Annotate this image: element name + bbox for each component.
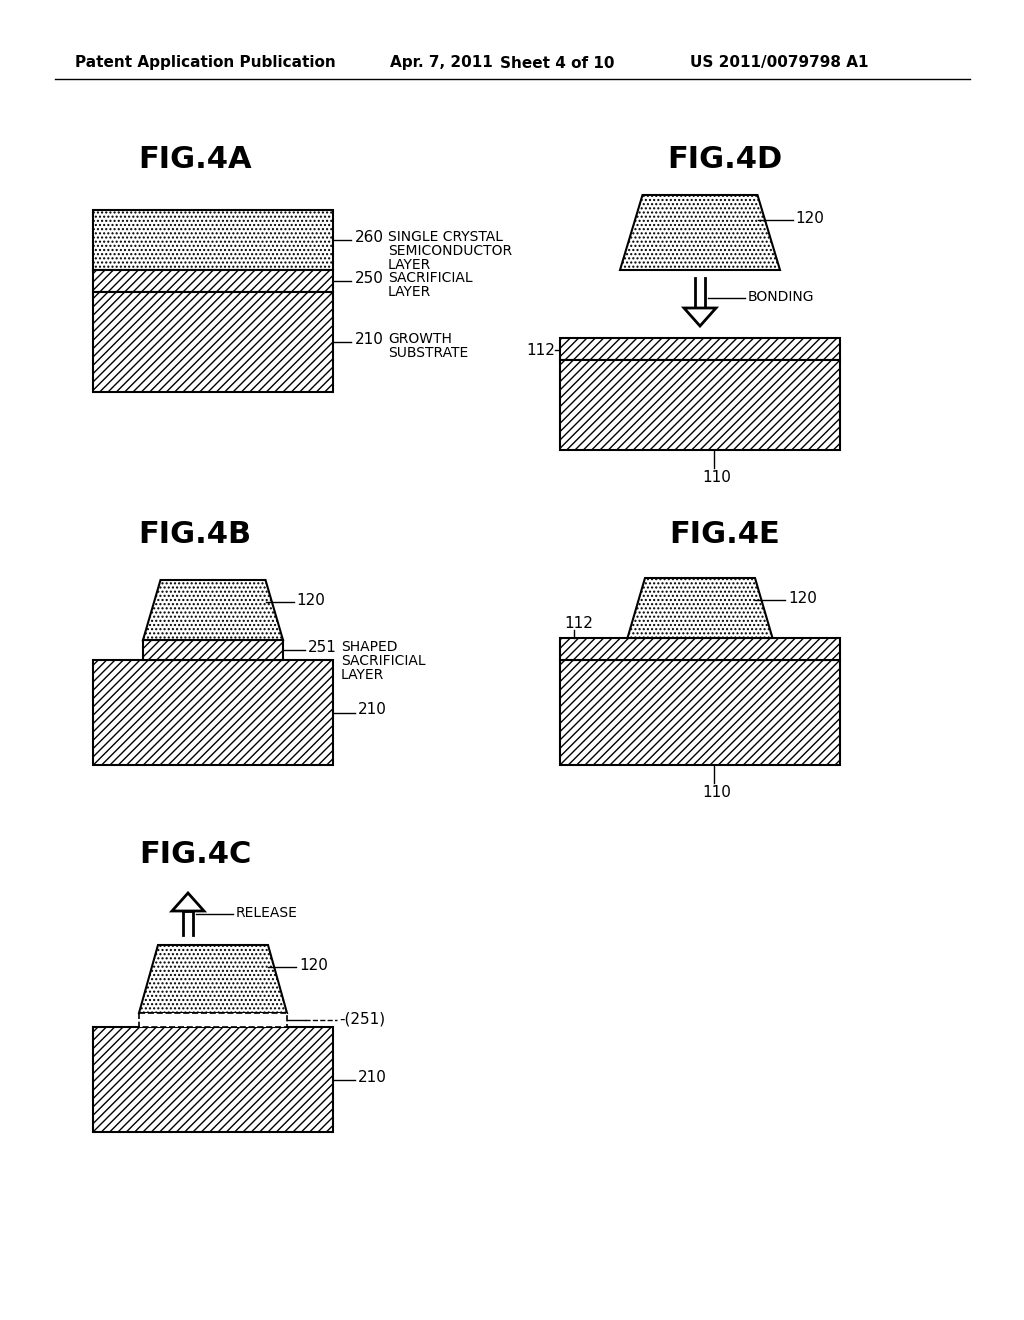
Text: 251: 251 (308, 640, 337, 655)
Text: 210: 210 (355, 333, 384, 347)
Text: 120: 120 (299, 958, 328, 973)
Polygon shape (143, 579, 283, 640)
Text: 110: 110 (702, 470, 731, 484)
Text: FIG.4B: FIG.4B (138, 520, 252, 549)
Bar (93, 210, 333, 271)
Text: -(251): -(251) (339, 1012, 385, 1027)
Text: Sheet 4 of 10: Sheet 4 of 10 (500, 55, 614, 70)
Text: 112: 112 (526, 343, 555, 358)
Bar (560, 338, 840, 360)
Bar (93, 1027, 333, 1133)
Text: SHAPED: SHAPED (341, 640, 397, 653)
Text: Apr. 7, 2011: Apr. 7, 2011 (390, 55, 493, 70)
Text: 120: 120 (788, 591, 817, 606)
Text: FIG.4D: FIG.4D (668, 145, 782, 174)
Text: LAYER: LAYER (341, 668, 384, 682)
Text: FIG.4C: FIG.4C (139, 840, 251, 869)
Polygon shape (628, 578, 772, 638)
Text: 120: 120 (796, 211, 824, 226)
Text: 210: 210 (358, 702, 387, 718)
Bar (560, 638, 840, 660)
Polygon shape (172, 894, 204, 911)
Text: LAYER: LAYER (388, 257, 431, 272)
Polygon shape (620, 195, 780, 271)
Bar (93, 660, 333, 766)
Bar (143, 640, 283, 660)
Bar (560, 360, 840, 450)
Text: 110: 110 (702, 785, 731, 800)
Text: SACRIFICIAL: SACRIFICIAL (388, 271, 473, 285)
Text: SINGLE CRYSTAL: SINGLE CRYSTAL (388, 230, 503, 244)
Polygon shape (684, 308, 716, 326)
Text: FIG.4E: FIG.4E (670, 520, 780, 549)
Text: GROWTH: GROWTH (388, 333, 452, 346)
Bar (139, 1012, 287, 1027)
Text: RELEASE: RELEASE (236, 906, 298, 920)
Text: SACRIFICIAL: SACRIFICIAL (341, 653, 426, 668)
Text: 120: 120 (297, 593, 326, 609)
Text: US 2011/0079798 A1: US 2011/0079798 A1 (690, 55, 868, 70)
Bar (560, 660, 840, 766)
Text: SEMICONDUCTOR: SEMICONDUCTOR (388, 244, 512, 257)
Text: Patent Application Publication: Patent Application Publication (75, 55, 336, 70)
Bar (93, 292, 333, 392)
Text: 210: 210 (358, 1069, 387, 1085)
Text: SUBSTRATE: SUBSTRATE (388, 346, 468, 360)
Text: 112: 112 (564, 616, 593, 631)
Text: BONDING: BONDING (748, 290, 814, 304)
Bar (93, 271, 333, 292)
Text: 260: 260 (355, 230, 384, 246)
Text: 250: 250 (355, 271, 384, 286)
Polygon shape (139, 945, 287, 1012)
Text: LAYER: LAYER (388, 285, 431, 300)
Text: FIG.4A: FIG.4A (138, 145, 252, 174)
